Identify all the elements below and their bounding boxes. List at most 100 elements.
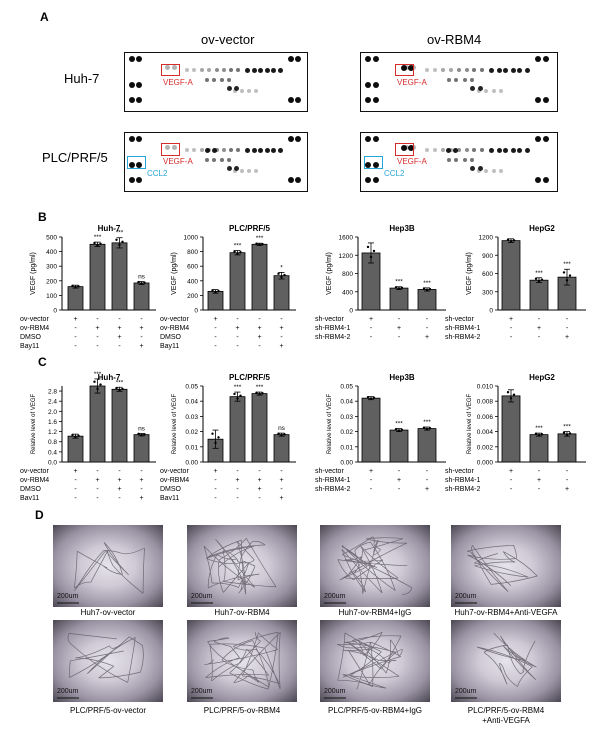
data-point bbox=[568, 274, 572, 277]
capillary-tubes bbox=[466, 544, 538, 592]
condition-sign: - bbox=[96, 343, 99, 350]
array-spot bbox=[401, 145, 407, 151]
data-point bbox=[283, 433, 286, 436]
array-spot bbox=[446, 78, 451, 82]
array-spot bbox=[129, 97, 135, 103]
scale-bar-label: 200um bbox=[57, 688, 79, 695]
bar bbox=[111, 242, 128, 311]
data-point bbox=[258, 243, 261, 246]
array-spot bbox=[453, 148, 458, 153]
data-point bbox=[562, 431, 566, 434]
y-tick-label: 2.0 bbox=[48, 409, 57, 416]
condition-sign: - bbox=[96, 316, 99, 323]
array-spot bbox=[535, 97, 542, 103]
array-spot bbox=[503, 68, 509, 73]
significance-label: *** bbox=[563, 424, 571, 431]
array-spot bbox=[464, 68, 469, 72]
data-point bbox=[400, 286, 404, 290]
condition-sign: - bbox=[538, 316, 541, 323]
array-spot bbox=[542, 177, 549, 183]
photo-caption: +Anti-VEGFA bbox=[482, 716, 530, 725]
scale-bar-label: 200um bbox=[455, 688, 477, 695]
condition-sign: - bbox=[538, 486, 541, 493]
significance-label: *** bbox=[423, 419, 431, 426]
significance-label: ns bbox=[138, 274, 146, 281]
array-spot bbox=[489, 68, 495, 73]
data-point bbox=[211, 432, 214, 435]
tube-formation-photo: 200um bbox=[320, 620, 430, 702]
condition-label: Bay11 bbox=[20, 495, 39, 500]
array-spot bbox=[295, 97, 301, 103]
array-spot bbox=[227, 78, 231, 82]
array-spot bbox=[295, 177, 301, 183]
condition-sign: - bbox=[258, 316, 261, 323]
array-spot bbox=[454, 78, 459, 82]
condition-label: sh-RBM4-1 bbox=[315, 325, 351, 332]
condition-sign: - bbox=[214, 343, 217, 350]
y-axis-label: VEGF (pg/ml) bbox=[466, 252, 473, 295]
condition-sign: + bbox=[425, 334, 429, 341]
chart-title: PLC/PRF/5 bbox=[229, 224, 270, 233]
chart-title: Hep3B bbox=[389, 373, 415, 382]
y-tick-label: 0.05 bbox=[185, 384, 198, 391]
y-tick-label: 0.03 bbox=[340, 414, 353, 421]
data-point bbox=[143, 281, 146, 284]
condition-sign: + bbox=[279, 325, 283, 332]
array-spot bbox=[491, 89, 496, 93]
array-spot bbox=[425, 148, 430, 152]
data-point bbox=[118, 243, 121, 247]
array-spot bbox=[510, 148, 516, 153]
data-point bbox=[137, 432, 140, 436]
array-spot bbox=[365, 56, 372, 62]
array-blot-huh7-ov-vector bbox=[124, 52, 308, 112]
array-spot bbox=[372, 162, 379, 168]
array-spot bbox=[240, 169, 244, 173]
array-spot bbox=[372, 177, 379, 183]
data-point bbox=[509, 397, 513, 400]
array-spot bbox=[432, 148, 437, 152]
bar bbox=[501, 240, 521, 311]
data-point bbox=[71, 284, 74, 287]
bar bbox=[273, 434, 290, 463]
capillary-network bbox=[455, 544, 538, 604]
data-point bbox=[255, 242, 258, 245]
condition-label: DMSO bbox=[20, 334, 42, 341]
bar bbox=[417, 289, 437, 311]
condition-sign: - bbox=[370, 477, 373, 484]
condition-sign: + bbox=[139, 495, 143, 500]
capillary-tubes bbox=[203, 538, 277, 595]
condition-sign: - bbox=[74, 477, 77, 484]
ccl2-label: CCL2 bbox=[384, 169, 405, 178]
y-tick-label: 0.006 bbox=[477, 414, 494, 421]
data-point bbox=[506, 391, 510, 394]
photo-background bbox=[53, 525, 163, 607]
data-point bbox=[74, 435, 77, 439]
photo-caption: Huh7-ov-vector bbox=[80, 608, 136, 617]
y-tick-label: 200 bbox=[187, 293, 198, 300]
data-point bbox=[211, 289, 214, 292]
y-tick-label: 500 bbox=[46, 235, 57, 242]
capillary-tubes bbox=[67, 633, 144, 683]
y-tick-label: 1000 bbox=[184, 235, 199, 242]
y-axis-label: VEGF (pg/ml) bbox=[171, 252, 178, 295]
array-spot bbox=[457, 148, 462, 152]
significance-label: *** bbox=[234, 243, 242, 250]
capillary-tubes bbox=[73, 541, 145, 594]
condition-label: ov-RBM4 bbox=[20, 477, 49, 484]
array-spot bbox=[462, 78, 467, 82]
photo-background bbox=[451, 620, 561, 702]
data-point bbox=[394, 427, 398, 431]
condition-sign: + bbox=[213, 316, 217, 323]
scale-bar-label: 200um bbox=[57, 593, 79, 600]
vegf-label: VEGF-A bbox=[163, 157, 193, 166]
array-spot bbox=[212, 158, 216, 162]
array-spot bbox=[484, 89, 489, 93]
data-point bbox=[369, 397, 373, 400]
array-spot bbox=[535, 177, 542, 183]
y-axis-label: Relative level of VEGF bbox=[172, 393, 178, 454]
data-point bbox=[562, 271, 566, 274]
significance-label: *** bbox=[423, 280, 431, 287]
capillary-network bbox=[455, 632, 537, 699]
y-tick-label: 2.4 bbox=[48, 399, 57, 406]
array-spot bbox=[542, 56, 549, 62]
